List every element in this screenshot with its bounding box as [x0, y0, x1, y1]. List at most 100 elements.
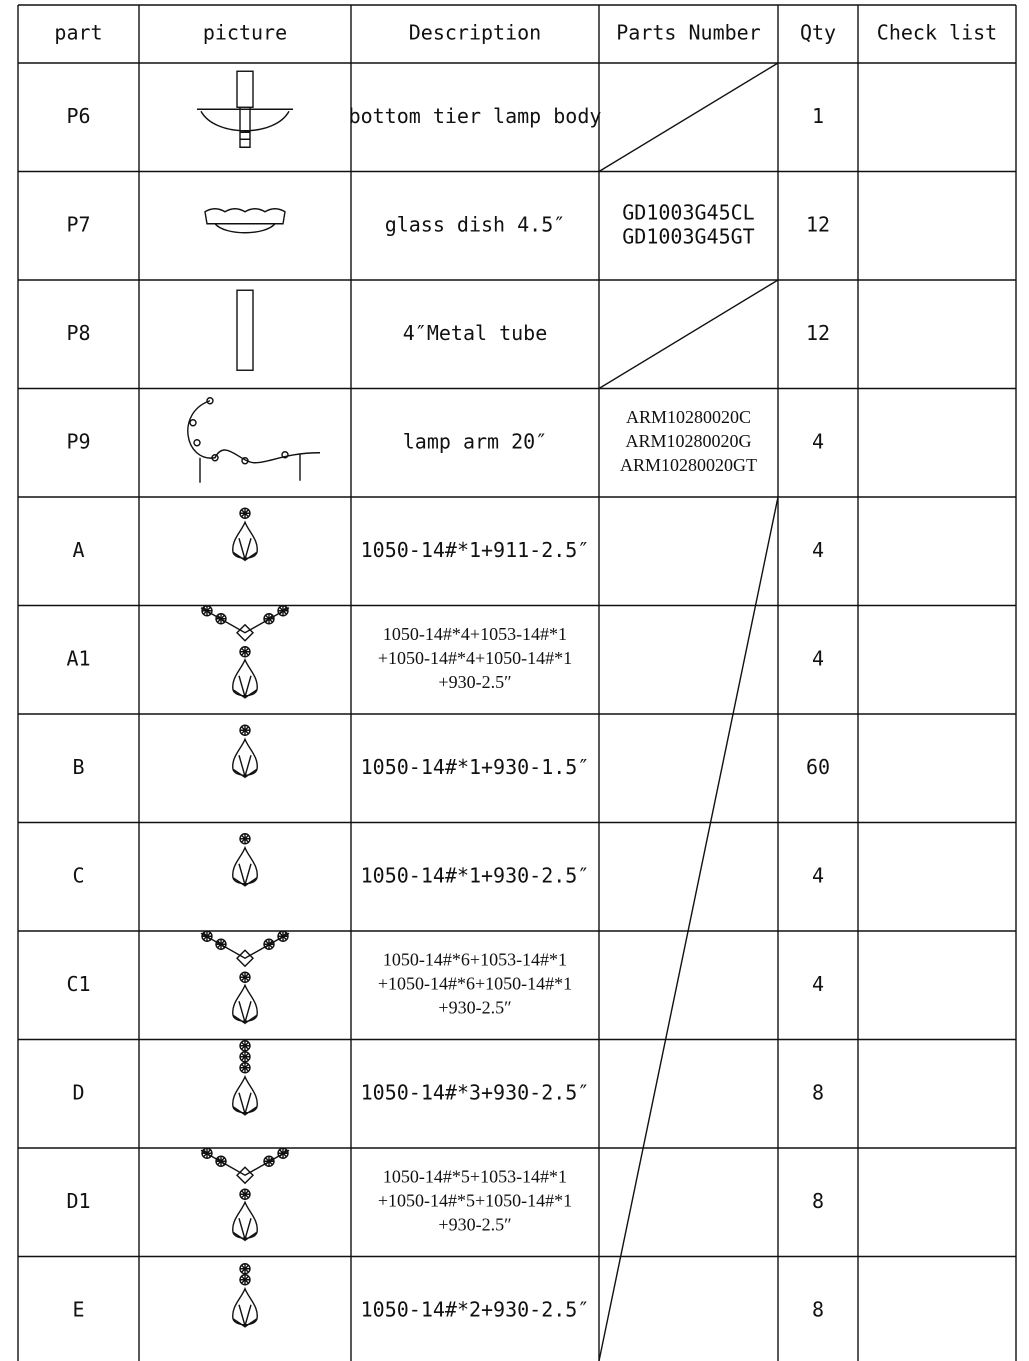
pendant — [232, 520, 258, 562]
bead-star — [278, 1148, 288, 1159]
qty-cell: 12 — [806, 212, 830, 236]
description-cell: 4″Metal tube — [403, 321, 548, 345]
description-cell: +1050-14#*6+1050-14#*1 — [378, 973, 572, 993]
pendant — [232, 1074, 258, 1117]
pendant — [232, 845, 258, 888]
pendant-icon — [232, 724, 258, 779]
bead-star — [202, 605, 212, 616]
parts-number-cell: GD1003G45GT — [622, 224, 754, 248]
bead-star — [240, 1189, 250, 1200]
description-cell: 1050-14#*1+930-2.5″ — [361, 863, 590, 887]
parts-number-cell: ARM10280020GT — [620, 455, 757, 475]
connector — [236, 949, 254, 968]
description-cell: 1050-14#*6+1053-14#*1 — [383, 949, 567, 969]
pendant-icon — [232, 1040, 258, 1117]
bead-star — [216, 939, 226, 950]
body — [197, 107, 293, 148]
garland-icon — [200, 605, 290, 700]
part-cell: P6 — [66, 104, 90, 128]
header-cell: picture — [203, 21, 287, 45]
joint — [281, 451, 289, 459]
part-cell: D1 — [66, 1189, 90, 1213]
bead-star — [278, 931, 288, 942]
pendant-icon — [232, 1263, 258, 1329]
part-cell: P9 — [66, 429, 90, 453]
diagonal — [598, 279, 779, 390]
qty-cell: 60 — [806, 755, 830, 779]
bead-star — [264, 613, 274, 624]
description-cell: lamp arm 20″ — [403, 429, 548, 453]
garland-icon — [200, 1147, 290, 1242]
part-cell: E — [72, 1297, 84, 1321]
bead-star — [240, 646, 250, 657]
bead-star — [240, 1274, 250, 1285]
bead-star — [240, 833, 250, 844]
connector — [236, 1166, 254, 1185]
parts-number-cell: ARM10280020C — [626, 407, 751, 427]
diagonal — [598, 62, 779, 173]
description-cell: 1050-14#*1+930-1.5″ — [361, 755, 590, 779]
joint — [211, 454, 219, 462]
description-cell: glass dish 4.5″ — [385, 212, 566, 236]
pendant — [232, 657, 258, 700]
bead-star — [278, 605, 288, 616]
arm — [187, 400, 321, 483]
part-cell: C1 — [66, 972, 90, 996]
header-cell: part — [54, 21, 102, 45]
part-cell: D — [72, 1080, 84, 1104]
joint — [193, 439, 201, 447]
qty-cell: 8 — [812, 1297, 824, 1321]
description-cell: +1050-14#*5+1050-14#*1 — [378, 1190, 572, 1210]
bead-star — [264, 939, 274, 950]
pendant-icon — [232, 507, 258, 562]
pendant — [232, 737, 258, 779]
part-cell: P8 — [66, 321, 90, 345]
part-cell: A — [72, 538, 84, 562]
dish — [204, 208, 286, 234]
header-cell: Check list — [877, 21, 997, 45]
description-cell: 1050-14#*4+1053-14#*1 — [383, 624, 567, 644]
wire — [200, 932, 290, 960]
pendant — [232, 983, 258, 1025]
description-cell: +930-2.5″ — [438, 1214, 511, 1234]
qty-cell: 1 — [812, 104, 824, 128]
description-cell: 1050-14#*2+930-2.5″ — [361, 1297, 590, 1321]
bead-star — [216, 613, 226, 624]
header-cell: Qty — [800, 21, 836, 45]
glass-dish-icon — [204, 208, 286, 234]
part-cell: C — [72, 863, 84, 887]
connector — [236, 623, 254, 642]
header-cell: Description — [409, 21, 541, 45]
part-cell: P7 — [66, 212, 90, 236]
bead-star — [202, 1148, 212, 1159]
qty-cell: 8 — [812, 1189, 824, 1213]
tube — [236, 70, 254, 108]
wire — [200, 1149, 290, 1177]
qty-cell: 4 — [812, 863, 824, 887]
description-cell: +930-2.5″ — [438, 672, 511, 692]
description-cell: bottom tier lamp body — [349, 104, 602, 128]
parts-number-cell: GD1003G45CL — [622, 200, 754, 224]
qty-cell: 8 — [812, 1080, 824, 1104]
bead-star — [202, 931, 212, 942]
pendant — [232, 1286, 258, 1329]
description-cell: 1050-14#*1+911-2.5″ — [361, 538, 590, 562]
qty-cell: 4 — [812, 538, 824, 562]
qty-cell: 12 — [806, 321, 830, 345]
arm-icon — [187, 397, 321, 483]
bead-star — [240, 972, 250, 983]
bead-star — [240, 1263, 250, 1274]
part-cell: B — [72, 755, 84, 779]
lamp-body-icon — [197, 70, 293, 148]
bead-star — [240, 1051, 250, 1062]
qty-cell: 4 — [812, 646, 824, 670]
header-cell: Parts Number — [616, 21, 761, 45]
bead-star — [240, 725, 250, 736]
joint — [189, 419, 197, 427]
bead-star — [216, 1156, 226, 1167]
joint — [206, 397, 214, 405]
description-cell: +930-2.5″ — [438, 997, 511, 1017]
tube-icon — [236, 289, 254, 371]
wire — [200, 607, 290, 634]
